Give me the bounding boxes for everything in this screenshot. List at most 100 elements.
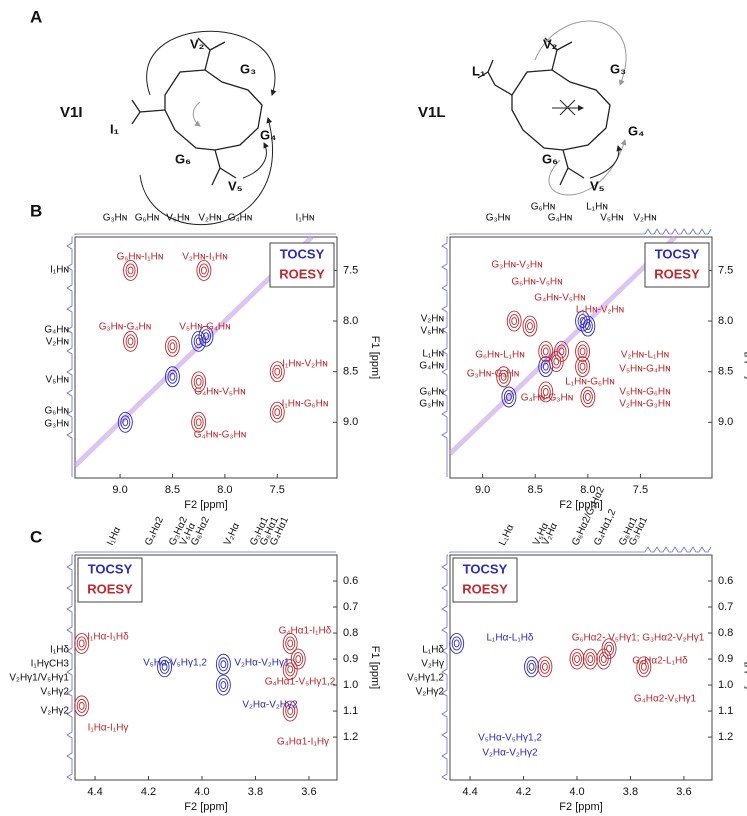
legend-entry: ROESY [279, 266, 325, 281]
peak-contour [548, 351, 564, 373]
left-label: V₅Hγ1,2 [407, 673, 444, 684]
legend-box [269, 242, 335, 288]
peak [636, 656, 652, 678]
top-label: I₁Hα [105, 525, 123, 547]
peak [290, 648, 306, 670]
peak-contour [117, 411, 133, 433]
peak-contour [584, 393, 591, 401]
top-label: G₆Hɴ [135, 213, 160, 224]
peak-contour [287, 707, 294, 716]
peak-contour [584, 322, 591, 331]
peak-contour [220, 660, 227, 669]
x-tick-label: 8.5 [528, 484, 543, 496]
peak-annotation: G₄Hɴ-G₃Hɴ [194, 430, 247, 441]
residue-label: G₆ [175, 151, 191, 166]
legend-entry: TOCSY [280, 246, 325, 261]
y-tick-label: 0.8 [718, 627, 733, 639]
peak-contour [527, 322, 533, 331]
peak [548, 351, 564, 373]
peak-contour [218, 678, 229, 693]
top-label: V₂Hɴ [198, 213, 221, 224]
structure-name: V1I [60, 104, 83, 121]
peak [198, 325, 214, 347]
y-tick-label: 9.0 [718, 416, 733, 428]
peak-annotation: V₂Hɴ-L₁Hɴ [621, 350, 669, 361]
peak-annotation: I₁Hɴ-V₂Hɴ [282, 359, 328, 370]
top-label: G₄Hα2 [143, 515, 166, 548]
y-axis-label: F1 [ppm] [744, 646, 747, 689]
residue-label: V₅ [228, 178, 243, 193]
x-tick-label: 3.8 [248, 786, 263, 798]
peak-contour [282, 659, 298, 680]
peak-contour [287, 639, 294, 648]
residue-label: G₃ [240, 61, 256, 76]
peak-contour [577, 314, 588, 328]
peak-contour [120, 415, 131, 430]
peak-annotation: I₁Hα-I₁Hγ [88, 723, 129, 734]
peak-contour [203, 332, 209, 341]
peak-contour [537, 656, 553, 678]
peak [74, 632, 90, 654]
peak-contour [526, 659, 537, 674]
x-axis-label: F2 [ppm] [184, 801, 227, 813]
y-tick-label: 1.1 [718, 705, 733, 717]
peak-contour [582, 648, 598, 670]
peak [282, 700, 298, 722]
residue-label: G₆ [542, 151, 558, 166]
legend-box [452, 557, 518, 603]
plot-frame [449, 236, 713, 479]
residue-label: L₁ [472, 63, 485, 78]
peak [196, 259, 212, 281]
peak-contour [287, 665, 294, 674]
peak [165, 366, 180, 388]
peak-annotation: V₂Hα-V₂Hγ1 [234, 658, 290, 669]
peak-contour [569, 648, 585, 670]
left-label: G₃Hɴ [44, 419, 69, 430]
peak-contour [582, 319, 593, 334]
peak-contour [74, 632, 90, 654]
peak-contour [580, 386, 596, 408]
peak-contour [157, 656, 173, 678]
peak-contour [165, 335, 180, 357]
y-tick-label: 0.9 [718, 653, 733, 665]
plot-frame [74, 236, 338, 479]
peak-contour [123, 330, 138, 352]
peak [524, 656, 539, 678]
legend-box [77, 557, 143, 603]
peak-contour [274, 408, 281, 417]
peak-contour [579, 362, 586, 371]
left-label: I₁HγCH3 [31, 659, 70, 670]
peak-contour [451, 636, 462, 651]
peak-contour [540, 344, 551, 359]
peak-contour [198, 325, 214, 347]
peak [575, 340, 591, 362]
peak-contour [524, 319, 535, 334]
left-label: I₁Hɴ [50, 265, 69, 276]
left-label: V₅Hɴ [421, 326, 444, 337]
x-axis-label: F2 [ppm] [184, 499, 227, 511]
residue-label: G₃ [610, 61, 626, 76]
y-tick-label: 8.5 [718, 366, 733, 378]
y-tick-label: 1.0 [718, 679, 733, 691]
y-axis-label: F1 [ppm] [369, 336, 381, 379]
top-label: G₃Hɴ [486, 213, 511, 224]
residue-label: G₄ [628, 123, 644, 138]
peak-contour [274, 367, 281, 376]
peak-contour [76, 636, 87, 651]
peak-contour [503, 390, 514, 404]
projection-left [66, 554, 73, 781]
x-tick-label: 4.4 [462, 786, 477, 798]
peak-contour [511, 317, 518, 325]
peak [506, 310, 522, 332]
peak-annotation: V₅Hɴ-G₄Hɴ [179, 322, 230, 333]
left-label: V₂Hγ2 [416, 687, 445, 698]
peak-contour [585, 652, 596, 666]
peak-contour [193, 415, 204, 430]
peak-contour [579, 347, 586, 356]
legend-entry: ROESY [462, 581, 508, 596]
y-tick-label: 9.0 [343, 416, 358, 428]
top-label: G₆Hɴ [531, 202, 556, 213]
peak-annotation: G₄Hα2-L₁Hδ [632, 656, 688, 667]
residue-label: V₂ [190, 36, 205, 51]
peak-contour [169, 372, 176, 381]
